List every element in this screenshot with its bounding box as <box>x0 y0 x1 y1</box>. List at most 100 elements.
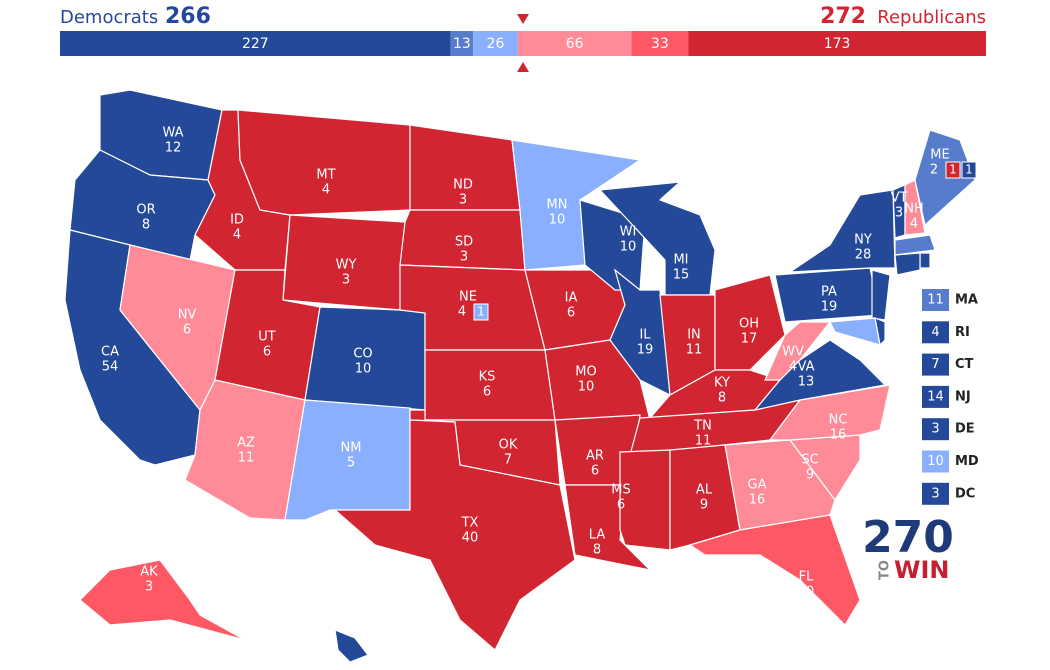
state-shape <box>764 321 832 381</box>
dem-total: 266 <box>165 4 211 29</box>
state-abbr: AK <box>140 565 158 580</box>
state-ev: 11 <box>238 451 255 466</box>
state-ev: 19 <box>637 343 654 358</box>
state-ev: 6 <box>483 385 491 400</box>
state-shape <box>334 629 369 663</box>
callout-abbr: DE <box>955 422 975 437</box>
district-ev: 1 <box>477 305 485 319</box>
state-abbr: OH <box>739 317 759 332</box>
state-shape <box>688 514 861 626</box>
state-abbr: NY <box>854 233 872 248</box>
state-ev: 10 <box>355 362 372 377</box>
callout-box <box>922 450 949 473</box>
state-ev: 2 <box>930 163 938 178</box>
state-abbr: VA <box>798 360 815 375</box>
state-shape <box>914 129 976 227</box>
state-shape <box>598 181 716 296</box>
callout-abbr: DC <box>955 486 975 501</box>
callout-ev: 3 <box>931 486 939 501</box>
state-ev: 17 <box>741 332 758 347</box>
state-ev: 4 <box>322 183 330 198</box>
state-abbr: AL <box>696 483 713 498</box>
state-abbr: LA <box>589 528 606 543</box>
district-ev: 1 <box>965 163 973 177</box>
state-ev: 4 <box>318 655 326 670</box>
state-shape <box>787 189 896 273</box>
state-ev: 8 <box>718 391 726 406</box>
state-shape <box>904 179 926 236</box>
state-abbr: IA <box>565 291 578 306</box>
bar-label: 33 <box>651 36 669 52</box>
state-abbr: WY <box>336 258 357 273</box>
state-ev: 9 <box>806 468 814 483</box>
state-shape <box>619 449 671 551</box>
state-ev: 10 <box>578 380 595 395</box>
state-abbr: PA <box>821 285 837 300</box>
district-box <box>961 161 977 179</box>
bar-segment <box>517 31 632 56</box>
state-shape <box>237 109 411 216</box>
marker-bottom <box>517 62 529 72</box>
district-ev: 1 <box>949 163 957 177</box>
state-abbr: ND <box>453 178 473 193</box>
state-shape <box>714 274 786 371</box>
state-shape <box>919 252 931 269</box>
state-abbr: NM <box>341 441 362 456</box>
callout-abbr: MA <box>955 293 978 308</box>
state-abbr: WA <box>162 126 183 141</box>
district-box <box>945 161 961 179</box>
state-shape <box>564 484 652 571</box>
bar-segment <box>473 31 518 56</box>
callout-box <box>922 385 949 408</box>
state-shape <box>871 269 891 321</box>
callout-abbr: CT <box>955 357 974 372</box>
state-ev: 6 <box>591 464 599 479</box>
state-ev: 6 <box>183 323 191 338</box>
callout-box <box>922 321 949 344</box>
state-ev: 4 <box>910 217 918 232</box>
logo-number: 270 <box>862 512 954 563</box>
callout-ev: 3 <box>931 422 939 437</box>
callout-ev: 7 <box>931 357 939 372</box>
state-ev: 13 <box>798 375 815 390</box>
state-abbr: CA <box>101 345 119 360</box>
state-abbr: MS <box>611 483 630 498</box>
bar-label: 173 <box>824 36 851 52</box>
state-shape <box>333 419 576 651</box>
state-ev: 15 <box>673 268 690 283</box>
state-ev: 6 <box>567 306 575 321</box>
marker-top <box>517 14 529 24</box>
state-ev: 30 <box>798 585 815 600</box>
state-abbr: AZ <box>237 436 255 451</box>
rep-label: Republicans <box>877 7 986 28</box>
callout-abbr: RI <box>955 325 970 340</box>
state-abbr: ID <box>230 213 244 228</box>
state-abbr: KS <box>479 370 496 385</box>
logo-to: TO <box>878 560 893 580</box>
state-ev: 8 <box>142 218 150 233</box>
state-abbr: OR <box>136 203 155 218</box>
state-ev: 6 <box>617 498 625 513</box>
state-abbr: SC <box>801 453 818 468</box>
state-abbr: MT <box>316 168 335 183</box>
callout-ev: 10 <box>927 454 944 469</box>
state-shape <box>894 234 936 256</box>
state-ev: 3 <box>342 273 350 288</box>
state-ev: 5 <box>347 456 355 471</box>
state-abbr: MI <box>673 253 688 268</box>
state-ev: 4 <box>789 360 797 375</box>
state-abbr: UT <box>258 330 276 345</box>
state-ev: 10 <box>620 240 637 255</box>
bar-label: 227 <box>242 36 269 52</box>
state-shape <box>829 317 881 346</box>
rep-total: 272 <box>820 4 866 29</box>
bar-segment <box>631 31 689 56</box>
state-ev: 19 <box>821 300 838 315</box>
bar-label: 26 <box>487 36 505 52</box>
map <box>64 89 976 663</box>
callout-ev: 11 <box>927 293 944 308</box>
dem-label: Democrats <box>60 7 158 28</box>
state-ev: 12 <box>165 141 182 156</box>
state-abbr: FL <box>799 570 814 585</box>
